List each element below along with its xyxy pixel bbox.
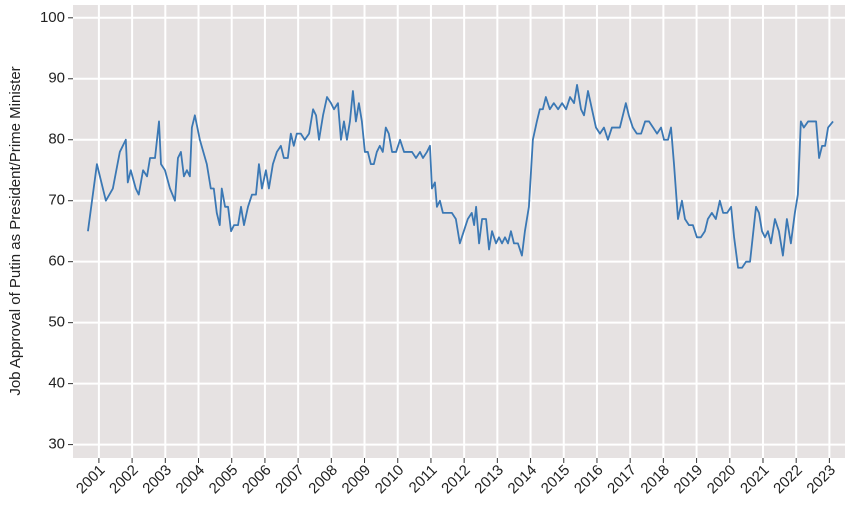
y-tick-label: 100 bbox=[40, 9, 65, 26]
x-tick-label: 2007 bbox=[272, 462, 308, 498]
y-tick-label: 40 bbox=[48, 375, 65, 392]
x-tick-label: 2017 bbox=[604, 462, 640, 498]
x-tick-label: 2023 bbox=[803, 462, 839, 498]
x-tick-label: 2013 bbox=[471, 462, 507, 498]
x-tick-label: 2010 bbox=[372, 462, 408, 498]
x-tick-label: 2005 bbox=[206, 462, 242, 498]
plot-background bbox=[73, 5, 845, 458]
x-tick-label: 2019 bbox=[671, 462, 707, 498]
x-tick-label: 2018 bbox=[637, 462, 673, 498]
x-tick-label: 2016 bbox=[571, 462, 607, 498]
x-tick-label: 2022 bbox=[770, 462, 806, 498]
x-tick-label: 2008 bbox=[305, 462, 341, 498]
x-tick-label: 2012 bbox=[438, 462, 474, 498]
x-tick-label: 2003 bbox=[139, 462, 175, 498]
x-tick-label: 2004 bbox=[173, 462, 209, 498]
x-tick-label: 2009 bbox=[339, 462, 375, 498]
y-tick-label: 80 bbox=[48, 131, 65, 148]
x-tick-label: 2015 bbox=[538, 462, 574, 498]
x-tick-label: 2021 bbox=[737, 462, 773, 498]
x-tick-label: 2001 bbox=[73, 462, 109, 498]
x-tick-label: 2014 bbox=[505, 462, 541, 498]
x-tick-label: 2002 bbox=[106, 462, 142, 498]
x-tick-label: 2020 bbox=[704, 462, 740, 498]
x-tick-label: 2011 bbox=[406, 462, 441, 497]
y-tick-label: 50 bbox=[48, 314, 65, 331]
y-tick-label: 70 bbox=[48, 192, 65, 209]
y-tick-label: 30 bbox=[48, 436, 65, 453]
x-tick-label: 2006 bbox=[239, 462, 275, 498]
line-series bbox=[87, 83, 834, 269]
y-axis-label: Job Approval of Putin as President/Prime… bbox=[7, 66, 24, 395]
y-tick-label: 60 bbox=[48, 253, 65, 270]
y-tick-label: 90 bbox=[48, 70, 65, 87]
